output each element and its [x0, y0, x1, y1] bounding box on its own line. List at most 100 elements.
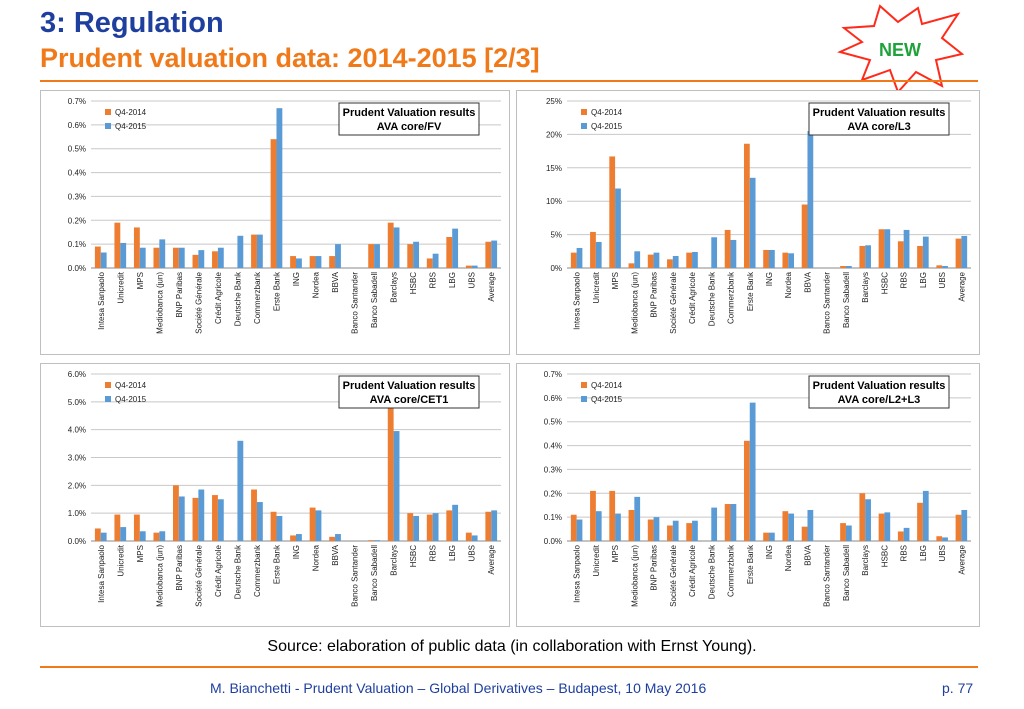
bar-q4-2014 [917, 245, 923, 268]
bar-q4-2015 [884, 512, 891, 541]
bar-q4-2014 [859, 493, 866, 541]
bar-q4-2014 [743, 440, 750, 541]
x-tick-label: BNP Paribas [175, 272, 184, 318]
bar-q4-2015 [335, 244, 341, 268]
bar-q4-2014 [290, 535, 296, 541]
y-tick-label: 0.3% [544, 465, 562, 474]
x-tick-label: Nordea [784, 544, 793, 571]
bar-q4-2015 [634, 496, 641, 541]
bar-q4-2015 [942, 265, 948, 268]
bar-q4-2015 [471, 535, 478, 541]
page-number: p. 77 [942, 680, 974, 696]
bar-q4-2015 [692, 251, 698, 268]
y-tick-label: 0.4% [68, 169, 86, 178]
bar-q4-2015 [903, 527, 910, 541]
bar-q4-2015 [653, 517, 660, 541]
bar-q4-2014 [114, 222, 121, 268]
bar-q4-2015 [711, 507, 718, 541]
bar-q4-2015 [237, 440, 244, 541]
chart-title: Prudent Valuation results [813, 380, 946, 392]
y-tick-label: 5% [550, 231, 562, 240]
bar-q4-2014 [94, 246, 101, 268]
page-title: 3: Regulation [40, 7, 224, 39]
x-tick-label: Deutsche Bank [707, 271, 716, 326]
x-tick-label: Intesa Sanpaolo [97, 544, 106, 602]
bar-q4-2015 [159, 239, 166, 268]
bar-q4-2014 [290, 256, 296, 268]
y-tick-label: 2.0% [68, 481, 86, 490]
chart-ava-cet1: 0.0% 1.0% 2.0% 3.0% 4.0% 5.0% 6.0% Intesa Sanpa… [68, 370, 501, 607]
y-tick-label: 0.7% [544, 370, 562, 379]
bar-q4-2014 [667, 259, 673, 268]
bar-q4-2015 [471, 265, 478, 268]
x-tick-label: Intesa Sanpaolo [97, 271, 106, 329]
bar-q4-2015 [198, 250, 205, 268]
bar-q4-2015 [432, 253, 439, 268]
x-tick-label: UBS [468, 272, 477, 288]
bar-q4-2014 [897, 241, 904, 268]
bar-q4-2014 [897, 531, 904, 541]
bar-q4-2015 [120, 527, 127, 541]
bar-q4-2014 [368, 540, 375, 541]
bar-q4-2014 [212, 495, 218, 541]
x-tick-label: Crédit Agricole [214, 271, 223, 324]
bar-q4-2015 [749, 177, 756, 268]
bar-q4-2015 [491, 510, 498, 541]
bar-q4-2015 [615, 188, 621, 268]
bar-q4-2014 [763, 249, 769, 268]
bar-q4-2015 [452, 504, 459, 541]
bar-q4-2015 [217, 247, 224, 268]
x-tick-label: Deutsche Bank [233, 544, 242, 599]
x-tick-label: Erste Bank [272, 544, 281, 584]
bar-q4-2015 [315, 256, 322, 268]
bar-q4-2015 [807, 509, 814, 541]
legend-swatch [105, 123, 111, 129]
chart-ava-fv: 0.0% 0.1% 0.2% 0.3% 0.4% 0.5% 0.6% 0.7% Intesa S… [68, 97, 501, 334]
x-tick-label: ING [292, 272, 301, 286]
legend-label: Q4-2014 [591, 108, 623, 117]
bar-q4-2014 [114, 514, 121, 541]
x-tick-label: HSBC [409, 272, 418, 294]
x-tick-label: Commerzbank [253, 544, 262, 597]
top-divider [40, 80, 978, 82]
chart-panel-l3: 0% 5% 10% 15% 20% 25% Intesa Sanpaolo Unicredit… [516, 90, 980, 355]
bar-q4-2015 [139, 531, 146, 541]
bar-q4-2014 [407, 513, 414, 541]
chart-title: Prudent Valuation results [343, 107, 476, 119]
chart-title-box [338, 375, 480, 409]
x-tick-label: Société Générale [194, 544, 203, 606]
x-tick-label: Erste Bank [272, 271, 281, 311]
chart-title-box [808, 375, 950, 409]
bar-q4-2015 [865, 499, 871, 541]
bar-q4-2015 [237, 235, 244, 268]
bar-q4-2015 [374, 540, 380, 541]
legend-swatch [105, 109, 111, 115]
bar-q4-2014 [465, 265, 472, 268]
bar-q4-2014 [94, 528, 101, 541]
bar-q4-2015 [491, 240, 498, 268]
y-tick-label: 0.5% [68, 145, 86, 154]
x-tick-label: BBVA [803, 544, 812, 565]
bar-q4-2015 [452, 228, 459, 268]
bar-q4-2015 [296, 258, 302, 268]
bar-q4-2015 [256, 234, 263, 268]
bar-q4-2014 [782, 252, 789, 268]
bar-q4-2014 [801, 204, 808, 268]
bar-q4-2014 [724, 229, 731, 268]
bar-q4-2014 [743, 143, 750, 268]
bar-q4-2015 [922, 490, 929, 541]
x-tick-label: Intesa Sanpaolo [573, 544, 582, 602]
bar-q4-2015 [634, 251, 641, 268]
x-tick-label: MPS [136, 545, 145, 562]
x-tick-label: Banco Sabadell [370, 272, 379, 328]
x-tick-label: Barclays [390, 272, 399, 303]
bar-q4-2014 [251, 234, 257, 268]
x-tick-label: LBG [919, 545, 928, 561]
bar-q4-2014 [387, 222, 394, 268]
chart-panel-l2l3: 0.0% 0.1% 0.2% 0.3% 0.4% 0.5% 0.6% 0.7% Intesa S… [516, 363, 980, 627]
chart-title-box [338, 102, 480, 136]
bar-q4-2014 [133, 514, 140, 541]
x-tick-label: Banco Santander [823, 272, 832, 334]
x-tick-label: Barclays [390, 545, 399, 576]
bar-q4-2015 [730, 239, 737, 268]
